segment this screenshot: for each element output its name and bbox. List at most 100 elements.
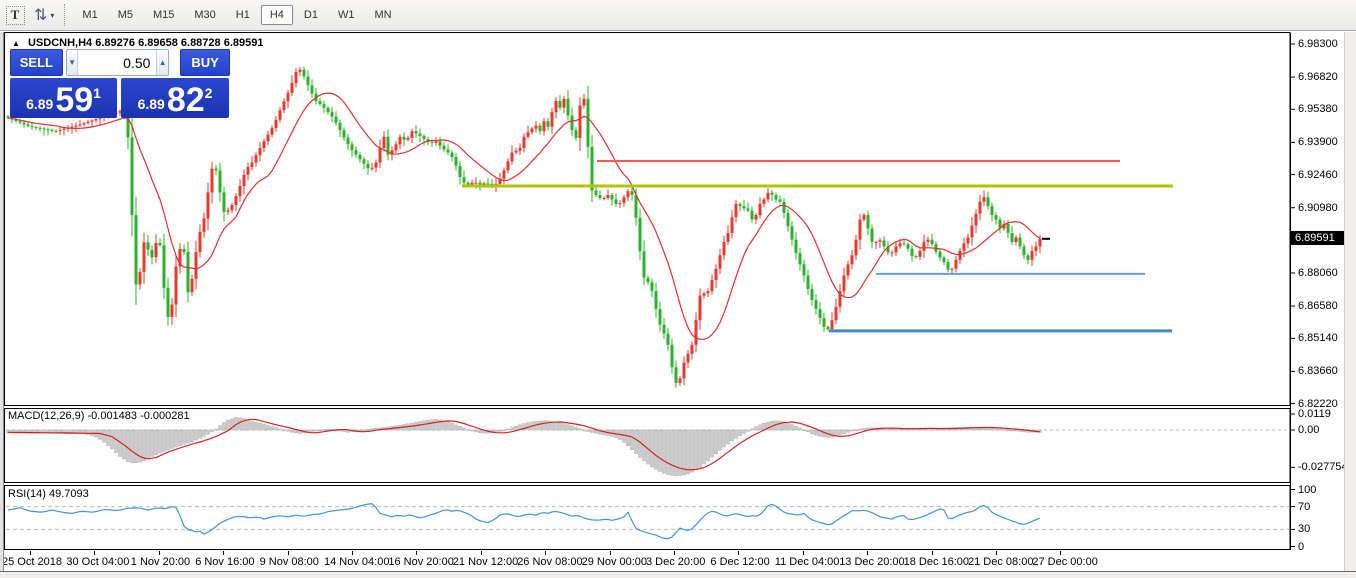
time-axis-tick xyxy=(94,551,96,555)
toolbar-separator xyxy=(64,4,66,26)
chevron-down-icon: ▾ xyxy=(50,10,55,20)
current-price-badge: 6.89591 xyxy=(1291,231,1353,245)
window-bottom-border xyxy=(0,571,1356,578)
price-axis-label: 6.92460 xyxy=(1298,168,1338,181)
sell-price-big: 59 xyxy=(55,81,94,119)
timeframe-button-d1[interactable]: D1 xyxy=(303,9,318,21)
chart-area-background xyxy=(4,31,1345,571)
time-axis-tick xyxy=(30,551,31,555)
timeframe-button-h4[interactable]: H4 xyxy=(260,5,293,25)
price-axis-label: 6.83660 xyxy=(1298,365,1338,378)
buy-quote-button[interactable]: 6.89 82 2 xyxy=(121,78,229,118)
price-axis-label: 6.90980 xyxy=(1298,201,1338,214)
time-axis-tick xyxy=(867,551,869,555)
price-axis-label: 6.95380 xyxy=(1298,103,1338,116)
time-axis-label: 11 Dec 04:00 xyxy=(774,556,840,568)
rsi-axis-label: 70 xyxy=(1298,500,1311,513)
timeframe-button-m15[interactable]: M15 xyxy=(152,9,175,21)
volume-input[interactable] xyxy=(78,50,157,75)
rsi-axis-label: 100 xyxy=(1298,483,1317,496)
time-axis-label: 21 Dec 08:00 xyxy=(968,556,1034,568)
symbol-label: USDCNH,H4 xyxy=(27,37,93,49)
time-axis-label: 9 Nov 08:00 xyxy=(259,556,319,568)
window-right-border xyxy=(1344,31,1356,577)
cycle-symbols-button[interactable]: ⇅ ▾ xyxy=(34,5,54,25)
time-axis-label: 16 Nov 20:00 xyxy=(388,556,454,568)
timeframe-button-m30[interactable]: M30 xyxy=(194,9,216,21)
timeframe-button-h1[interactable]: H1 xyxy=(235,9,250,21)
time-axis-tick xyxy=(674,551,675,555)
timeframe-button-mn[interactable]: MN xyxy=(374,9,392,21)
time-axis-label: 1 Nov 20:00 xyxy=(130,556,191,568)
volume-increase-button[interactable]: ▲ xyxy=(156,50,169,75)
sell-price-small: 6.89 xyxy=(26,96,54,112)
sell-button[interactable]: SELL xyxy=(10,49,63,76)
time-axis-label: 27 Dec 00:00 xyxy=(1032,556,1098,568)
time-axis-label: 6 Dec 12:00 xyxy=(710,556,770,568)
time-axis-label: 25 Oct 2018 xyxy=(2,556,62,568)
time-axis-label: 21 Nov 12:00 xyxy=(452,556,519,568)
sell-quote-button[interactable]: 6.89 59 1 xyxy=(10,78,117,118)
time-axis-label: 26 Nov 08:00 xyxy=(517,556,583,568)
sell-price-sup: 1 xyxy=(93,85,101,101)
rsi-axis-label: 0 xyxy=(1298,540,1305,553)
time-axis-tick xyxy=(416,551,418,555)
low-value: 6.88728 xyxy=(180,37,221,49)
rsi-header: RSI(14) 49.7093 xyxy=(8,488,89,500)
macd-axis-label: -0.027754 xyxy=(1298,461,1348,474)
timeframe-button-w1[interactable]: W1 xyxy=(337,9,355,21)
time-axis-label: 6 Nov 16:00 xyxy=(195,556,255,568)
time-axis-label: 29 Nov 00:00 xyxy=(581,556,648,568)
timeframe-button-m5[interactable]: M5 xyxy=(117,9,133,21)
buy-price-small: 6.89 xyxy=(137,96,165,112)
open-value: 6.89276 xyxy=(95,37,135,49)
time-axis-label: 13 Dec 20:00 xyxy=(839,556,905,568)
time-axis-tick xyxy=(287,551,289,555)
time-axis-label: 14 Nov 04:00 xyxy=(324,556,390,568)
time-axis-tick xyxy=(802,551,804,555)
cycle-arrows-icon: ⇅ xyxy=(34,7,48,24)
time-axis-label: 3 Dec 20:00 xyxy=(646,556,706,568)
macd-axis-label: 0.00 xyxy=(1298,424,1320,436)
time-axis-tick xyxy=(1060,551,1062,555)
price-axis-label: 6.86580 xyxy=(1298,300,1338,313)
price-axis-label: 6.93900 xyxy=(1298,136,1338,149)
price-axis-label: 6.88060 xyxy=(1298,267,1338,280)
rsi-value: 49.7093 xyxy=(48,488,89,500)
time-axis-tick xyxy=(480,551,482,555)
time-axis-label: 30 Oct 04:00 xyxy=(66,556,130,568)
price-axis-label: 6.98300 xyxy=(1298,38,1338,50)
price-axis-label: 6.85140 xyxy=(1298,332,1338,345)
macd-header: MACD(12,26,9) -0.001483 -0.000281 xyxy=(8,410,190,422)
text-tool-button[interactable]: T xyxy=(4,4,26,26)
volume-decrease-button[interactable]: ▼ xyxy=(66,50,79,75)
triangle-up-icon: ▲ xyxy=(12,39,20,48)
high-value: 6.89658 xyxy=(138,37,178,49)
time-axis-tick xyxy=(352,551,353,555)
chart-symbol-header: ▲ USDCNH,H4 6.89276 6.89658 6.88728 6.89… xyxy=(12,37,263,49)
timeframe-button-m1[interactable]: M1 xyxy=(82,9,98,21)
time-axis-tick xyxy=(931,551,933,555)
timeframe-bar: M1 M5 M15 M30 H1 H4 D1 W1 MN xyxy=(72,5,401,25)
rsi-title: RSI(14) xyxy=(8,488,46,500)
buy-price-sup: 2 xyxy=(204,85,213,101)
time-axis-tick xyxy=(158,551,160,555)
price-axis-label: 6.82220 xyxy=(1298,397,1338,410)
rsi-axis-label: 30 xyxy=(1298,523,1311,536)
macd-values: -0.001483 -0.000281 xyxy=(87,410,190,422)
buy-price-big: 82 xyxy=(166,81,205,119)
time-axis-tick xyxy=(223,551,225,555)
one-click-trading-panel: SELL ▼ ▲ BUY 6.89 59 1 6.89 82 2 xyxy=(10,49,230,118)
price-axis-label: 6.96820 xyxy=(1298,71,1338,84)
time-axis-label: 18 Dec 16:00 xyxy=(903,556,970,568)
toolbar: T ⇅ ▾ M1 M5 M15 M30 H1 H4 D1 W1 MN xyxy=(0,0,1356,32)
time-axis-tick xyxy=(738,551,740,555)
time-axis-tick xyxy=(545,551,547,555)
time-axis-tick xyxy=(996,551,997,555)
macd-title: MACD(12,26,9) xyxy=(8,410,85,422)
time-axis-tick xyxy=(609,551,611,555)
buy-button[interactable]: BUY xyxy=(180,49,230,76)
window-left-border xyxy=(0,31,4,577)
macd-axis-label: 0.0119 xyxy=(1298,408,1331,420)
